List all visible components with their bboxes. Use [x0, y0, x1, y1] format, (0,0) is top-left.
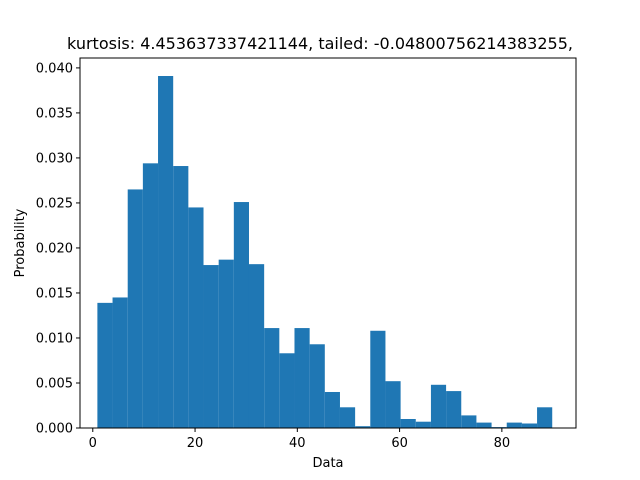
x-tick-label: 40: [289, 436, 306, 451]
histogram-bar: [279, 353, 295, 428]
histogram-bar: [158, 76, 174, 428]
histogram-bar: [218, 259, 234, 428]
histogram-bar: [385, 381, 401, 428]
y-tick-label: 0.000: [36, 422, 73, 437]
histogram-bar: [127, 189, 143, 428]
histogram-bar: [370, 330, 386, 428]
chart-title: kurtosis: 4.453637337421144, tailed: -0.…: [67, 34, 573, 53]
histogram-bars: [97, 76, 553, 429]
y-tick-label: 0.010: [36, 331, 73, 346]
histogram-bar: [355, 426, 371, 428]
x-axis-ticks: 0 20 40 60 80: [89, 428, 510, 451]
histogram-bar: [430, 384, 447, 428]
histogram-bar: [294, 328, 310, 428]
histogram-bar: [309, 344, 325, 428]
histogram-bar: [188, 207, 204, 428]
x-tick-label: 60: [391, 436, 408, 451]
histogram-bar: [446, 391, 462, 428]
histogram-bar: [233, 202, 249, 428]
histogram-bar: [461, 415, 477, 428]
x-tick-label: 80: [494, 436, 511, 451]
y-tick-label: 0.015: [36, 286, 73, 301]
histogram-bar: [97, 302, 113, 428]
y-tick-label: 0.005: [36, 376, 73, 391]
y-tick-label: 0.040: [36, 61, 73, 76]
histogram-bar: [324, 391, 340, 428]
histogram-bar: [264, 328, 280, 428]
histogram-bar: [112, 297, 128, 428]
y-tick-label: 0.030: [36, 151, 73, 166]
histogram-bar: [339, 407, 356, 428]
histogram-bar: [521, 423, 538, 428]
y-tick-label: 0.020: [36, 241, 73, 256]
histogram-bar: [400, 418, 416, 428]
x-tick-label: 20: [187, 436, 204, 451]
histogram-bar: [142, 163, 159, 428]
histogram-bar: [173, 166, 189, 429]
plot-frame: [79, 57, 577, 429]
y-axis-label: Probability: [13, 208, 28, 277]
histogram-bar: [537, 407, 553, 428]
y-tick-label: 0.035: [36, 106, 73, 121]
histogram-bar: [415, 421, 431, 428]
histogram-bar: [248, 264, 265, 428]
y-tick-label: 0.025: [36, 196, 73, 211]
histogram-bar: [476, 422, 492, 428]
x-axis-label: Data: [312, 456, 343, 471]
histogram-bar: [203, 265, 219, 428]
x-tick-label: 0: [89, 436, 97, 451]
y-axis-ticks: 0.000 0.005 0.010 0.015 0.020 0.025 0.030 0.035…: [36, 61, 80, 437]
histogram-bar: [506, 422, 522, 428]
